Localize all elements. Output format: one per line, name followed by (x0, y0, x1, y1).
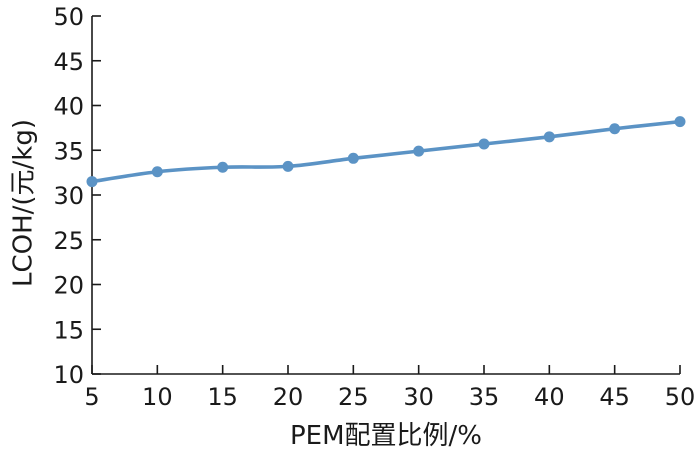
data-point (609, 123, 621, 135)
x-tick-label: 20 (273, 383, 304, 411)
x-tick-label: 5 (84, 383, 99, 411)
y-tick-label: 50 (53, 3, 84, 31)
data-point (674, 116, 686, 128)
series-group (86, 116, 686, 188)
data-point (217, 161, 229, 173)
x-tick-label: 40 (534, 383, 565, 411)
x-tick-label: 30 (403, 383, 434, 411)
axes (91, 16, 680, 375)
y-tick-label: 15 (53, 316, 84, 344)
y-tick-label: 25 (53, 227, 84, 255)
x-tick-label: 35 (469, 383, 500, 411)
data-point (86, 176, 98, 188)
x-axis-ticks: 5 10 15 20 25 30 35 40 45 50 (84, 365, 695, 411)
data-point (478, 138, 490, 150)
data-point (347, 152, 359, 164)
y-tick-label: 20 (53, 272, 84, 300)
y-axis-title: LCOH/(元/kg) (9, 119, 39, 287)
y-tick-label: 35 (53, 137, 84, 165)
series-line (90, 119, 682, 184)
y-tick-label: 40 (53, 93, 84, 121)
data-point (151, 166, 163, 178)
y-axis-ticks: 10 15 20 25 30 35 40 45 50 (53, 3, 101, 389)
x-tick-label: 15 (207, 383, 238, 411)
data-point (543, 131, 555, 143)
y-tick-label: 30 (53, 182, 84, 210)
x-tick-label: 10 (142, 383, 173, 411)
x-tick-label: 25 (338, 383, 369, 411)
data-point (282, 160, 294, 172)
y-tick-label: 10 (53, 361, 84, 389)
data-point (413, 145, 425, 157)
y-tick-label: 45 (53, 48, 84, 76)
x-axis-title: PEM配置比例/% (290, 421, 482, 451)
x-tick-label: 50 (665, 383, 696, 411)
x-tick-label: 45 (599, 383, 630, 411)
